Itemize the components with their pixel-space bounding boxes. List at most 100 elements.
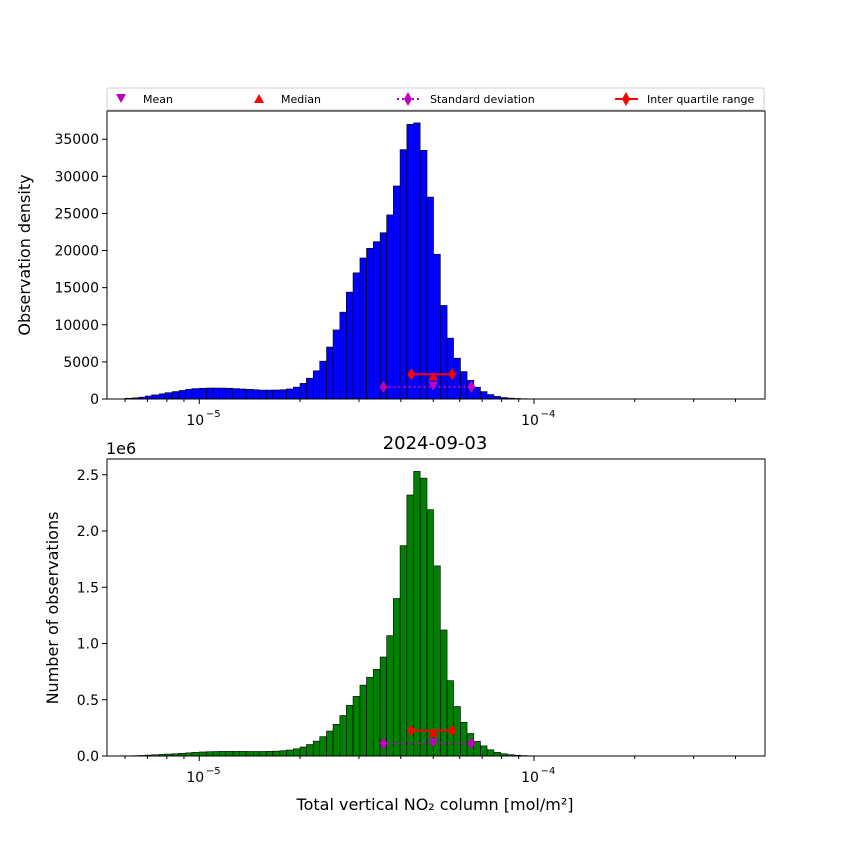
top-histogram-bar [332,329,341,400]
bottom-histogram-bar [252,751,260,757]
top-histogram-bar [460,371,468,400]
top-y-tick-label: 35000 [54,132,99,148]
bottom-histogram-bar [299,746,307,757]
bottom-y-multiplier: 1e6 [106,439,136,458]
top-histogram-bar [426,196,434,400]
bottom-histogram-bar [293,748,301,757]
top-histogram-bar [178,390,186,400]
top-y-tick-label: 10000 [54,318,99,334]
bottom-median-marker [428,727,439,737]
bottom-histogram-bar [372,669,381,757]
bottom-x-tick-label-exponent: −5 [206,766,221,777]
legend-mean-marker [116,94,126,103]
bottom-histogram-bar [258,751,267,757]
top-histogram-bar [352,272,361,400]
top-iqr-high-marker [448,368,457,381]
top-std-low-marker [379,380,388,393]
top-histogram-bar [252,389,260,400]
top-y-tick-label: 25000 [54,206,99,222]
bottom-histogram-bar [191,752,200,757]
bottom-histogram-bar [332,723,341,757]
bottom-x-tick-label: 10 [186,770,204,786]
bottom-histogram-bar [426,509,434,757]
top-histogram-bar [379,232,387,400]
top-histogram-bar [480,391,488,400]
top-histogram-bar [219,387,227,400]
bottom-y-tick-label: 1.0 [77,637,99,653]
top-x-tick-label-exponent: −5 [206,409,221,420]
top-histogram-bar [198,387,207,400]
legend-iqr-marker [622,92,630,106]
top-axes-frame [106,110,766,400]
top-histogram-bar [151,394,160,400]
legend-median-label: Median [281,93,321,106]
bottom-histogram-bar [413,471,421,757]
bottom-histogram-bar [319,736,327,757]
top-y-tick-label: 30000 [54,169,99,185]
bottom-histogram-bar [232,751,240,757]
bottom-y-tick-label: 0.5 [77,693,99,709]
top-histogram-bar [406,124,414,400]
bottom-histogram-bar [440,629,448,757]
bottom-axes-frame [106,458,766,757]
bottom-histogram-bar [419,477,428,757]
bottom-x-axis-label: Total vertical NO₂ column [mol/m²] [296,795,574,814]
top-histogram-bar [191,388,200,400]
bottom-histogram-bar [272,750,281,757]
legend-median-marker [254,94,264,103]
bottom-histogram-bar [279,750,287,757]
top-histogram-bar [299,383,307,400]
bottom-histogram-bar [406,494,414,757]
top-histogram-bar [293,386,301,400]
legend: Mean Median Standard deviation Inter qua… [106,87,765,111]
top-mean-marker [428,381,439,391]
bottom-histogram-panel: 0.00.51.01.52.02.510 −5 10 −4 [77,458,766,786]
top-y-tick-label: 0 [90,392,99,408]
top-histogram-bar [413,122,421,400]
top-histogram-bar [312,370,321,400]
legend-mean-label: Mean [143,93,173,106]
legend-iqr-label: Inter quartile range [647,93,754,106]
top-histogram-bar [279,389,287,400]
top-histogram-bar [225,387,234,400]
bottom-histogram-bar [433,565,441,757]
bottom-iqr-high-marker [448,724,457,737]
top-histogram-bar [386,214,394,400]
bottom-histogram-bar [352,696,361,757]
bottom-histogram-bar [306,744,314,757]
top-histogram-bar [473,386,481,400]
top-histogram-bar [453,357,461,400]
top-histogram-bar [286,388,294,400]
top-x-tick-label-exponent: −4 [541,409,556,420]
top-y-axis-label: Observation density [15,174,34,335]
top-x-tick-label: 10 [186,413,204,429]
top-histogram-bar [399,149,408,400]
bottom-histogram-bar [239,751,247,757]
top-histogram-bar [171,391,180,400]
bottom-y-tick-label: 2.5 [77,468,99,484]
top-histogram-bar [319,360,327,400]
bottom-std-low-marker [379,737,388,750]
bottom-histogram-bar [359,684,367,757]
bottom-histogram-bar [326,730,334,757]
top-histogram-bar [272,389,281,400]
top-histogram-bar [159,393,166,400]
top-histogram-bar [419,150,428,400]
bottom-y-tick-label: 2.0 [77,524,99,540]
bottom-y-axis-label: Number of observations [43,512,62,705]
top-y-tick-label: 5000 [63,355,99,371]
bottom-std-high-marker [467,737,476,750]
bottom-histogram-bar [206,751,214,757]
legend-std-label: Standard deviation [430,93,535,106]
legend-std-marker [404,92,412,106]
top-median-marker [428,371,439,381]
top-histogram-bar [326,346,334,400]
top-std-high-marker [467,380,476,393]
bottom-histogram-bar [493,751,501,757]
top-histogram-bar [185,389,193,400]
top-histogram-bar [258,389,267,400]
top-histogram-bar [245,389,254,400]
top-histogram-bar [266,389,274,400]
